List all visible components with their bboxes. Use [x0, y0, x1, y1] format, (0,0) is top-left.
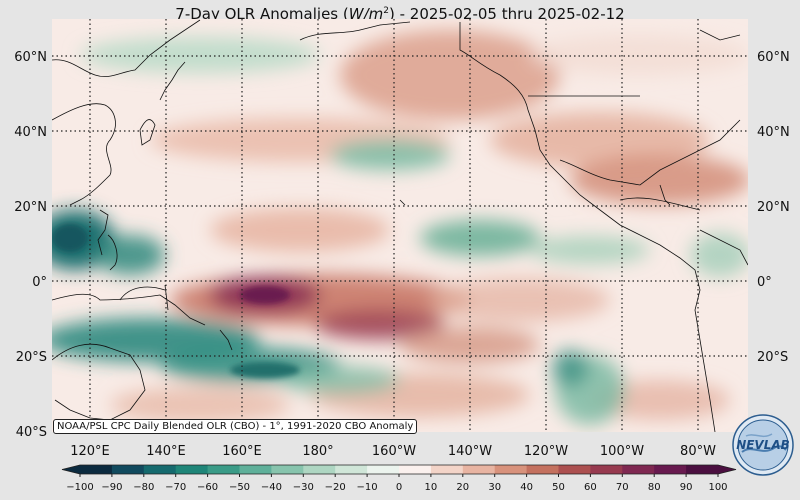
- lat-label: 0°: [757, 275, 772, 290]
- coastlines: [52, 19, 748, 432]
- lon-label: 180°: [302, 444, 333, 459]
- colorbar-tick-label: 50: [552, 482, 565, 493]
- colorbar-tick-label: −40: [261, 482, 282, 493]
- colorbar-tick-label: 20: [456, 482, 469, 493]
- colorbar-cell: [686, 465, 719, 474]
- colorbar-tick-label: 10: [425, 482, 438, 493]
- nevlab-logo: NEVLAB: [732, 414, 794, 476]
- lat-label: 20°N: [14, 200, 47, 215]
- colorbar-cell: [143, 465, 177, 474]
- lon-label: 100°W: [600, 444, 644, 459]
- lat-label: 20°S: [757, 350, 788, 365]
- lat-label: 60°N: [757, 50, 790, 65]
- colorbar-cell: [367, 465, 400, 474]
- lon-label: 140°E: [146, 444, 186, 459]
- lon-labels: 120°E 140°E 160°E 180° 160°W 140°W 120°W…: [70, 444, 716, 459]
- colorbar-cell: [399, 465, 432, 474]
- lat-label: 40°N: [757, 125, 790, 140]
- lon-label: 160°W: [372, 444, 416, 459]
- colorbar-tick-label: 90: [680, 482, 693, 493]
- colorbar-cell: [462, 465, 496, 474]
- colorbar-tick-label: −90: [101, 482, 122, 493]
- colorbar-cell: [303, 465, 336, 474]
- lon-label: 140°W: [448, 444, 492, 459]
- lat-label: 40°S: [16, 425, 47, 440]
- lat-label: 20°N: [757, 200, 790, 215]
- colorbar-tick-label: −80: [133, 482, 154, 493]
- colorbar-tick-label: 80: [648, 482, 661, 493]
- lon-label: 120°E: [70, 444, 110, 459]
- lat-labels-right: 60°N 40°N 20°N 0° 20°S: [757, 50, 790, 365]
- map-title: 7-Day OLR Anomalies (W/m2) - 2025-02-05 …: [175, 5, 625, 23]
- colorbar-cell: [590, 465, 623, 474]
- colorbar-tick-label: −70: [165, 482, 186, 493]
- colorbar-tick-label: −10: [357, 482, 378, 493]
- colorbar-cell: [430, 465, 464, 474]
- lon-label: 120°W: [524, 444, 568, 459]
- colorbar-cell: [558, 465, 591, 474]
- colorbar-cell: [207, 465, 240, 474]
- colorbar-tick-label: 30: [488, 482, 501, 493]
- colorbar-tick-label: 70: [616, 482, 629, 493]
- colorbar-cell: [239, 465, 272, 474]
- colorbar-cell: [335, 465, 368, 474]
- colorbar-max-extension: [718, 465, 736, 474]
- lat-label: 40°N: [14, 125, 47, 140]
- colorbar-tick-label: 40: [520, 482, 533, 493]
- colorbar-tick-label: −50: [229, 482, 250, 493]
- colorbar-cell: [111, 465, 145, 474]
- colorbar-tick-label: 0: [396, 482, 402, 493]
- colorbar-cell: [654, 465, 687, 474]
- colorbar-cell: [494, 465, 528, 474]
- lat-labels-left: 60°N 40°N 20°N 0° 20°S 40°S: [14, 50, 47, 440]
- colorbar-cell: [271, 465, 304, 474]
- colorbar-cell: [80, 465, 113, 474]
- anomaly-field: [52, 19, 748, 432]
- colorbar-tick-label: 60: [584, 482, 597, 493]
- colorbar: −100 −90 −80 −70 −60 −50 −40 −30 −20 −10 0 10 20 30 40…: [61, 464, 737, 493]
- svg-text:NEVLAB: NEVLAB: [736, 438, 790, 452]
- lat-label: 0°: [32, 275, 47, 290]
- colorbar-cell: [622, 465, 655, 474]
- colorbar-tick-label: −30: [293, 482, 314, 493]
- colorbar-tick-label: 100: [708, 482, 727, 493]
- colorbar-cell: [175, 465, 209, 474]
- colorbar-min-extension: [62, 465, 80, 474]
- source-note: NOAA/PSL CPC Daily Blended OLR (CBO) - 1…: [53, 419, 418, 434]
- lon-label: 160°E: [222, 444, 262, 459]
- lat-label: 20°S: [16, 350, 47, 365]
- gridlines: [52, 19, 748, 432]
- lon-label: 80°W: [680, 444, 716, 459]
- colorbar-tick-label: −60: [197, 482, 218, 493]
- colorbar-tick-label: −20: [325, 482, 346, 493]
- lat-label: 60°N: [14, 50, 47, 65]
- colorbar-cell: [526, 465, 559, 474]
- colorbar-tick-label: −100: [66, 482, 93, 493]
